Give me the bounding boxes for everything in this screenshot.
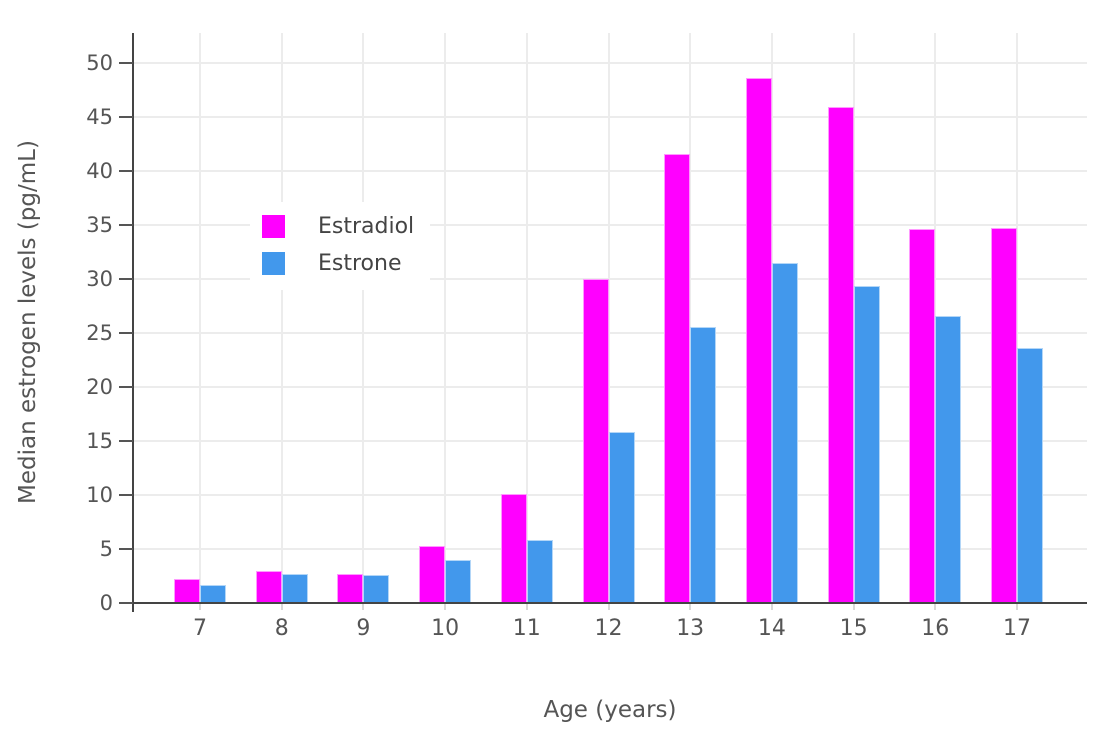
- x-tick-label-12: 12: [594, 616, 623, 641]
- y-tick-label-45: 45: [86, 105, 113, 130]
- y-tick-label-50: 50: [86, 51, 113, 76]
- x-axis-tick-15: [852, 604, 855, 610]
- y-tick-label-25: 25: [86, 321, 113, 346]
- y-axis-line: [132, 33, 134, 612]
- bar-estrone-age-15[interactable]: [853, 286, 880, 603]
- y-tick-label-10: 10: [86, 483, 113, 508]
- x-axis-tick-16: [934, 604, 937, 610]
- x-tick-label-10: 10: [431, 616, 460, 641]
- y-gridline-30: [133, 278, 1087, 281]
- x-gridline-10: [444, 33, 447, 603]
- y-gridline-20: [133, 386, 1087, 389]
- y-tick-label-0: 0: [99, 591, 113, 615]
- bar-estradiol-age-9[interactable]: [337, 574, 364, 603]
- legend-label-estrone: Estrone: [318, 251, 402, 276]
- plot-area: [133, 33, 1087, 603]
- x-axis-tick-7: [199, 604, 201, 610]
- legend: Estradiol Estrone: [250, 202, 431, 290]
- x-tick-label-13: 13: [676, 616, 705, 641]
- y-axis-tick-20: [119, 386, 133, 389]
- y-axis-tick-10: [119, 494, 133, 497]
- bar-estradiol-age-11[interactable]: [500, 494, 527, 603]
- x-gridline-12: [607, 33, 610, 603]
- x-tick-label-11: 11: [512, 616, 541, 641]
- y-axis-tick-40: [119, 170, 133, 173]
- y-axis-tick-5: [119, 548, 133, 551]
- x-axis-tick-11: [525, 604, 528, 610]
- x-axis-tick-9: [362, 604, 365, 610]
- estrone-swatch-icon: [262, 252, 285, 275]
- x-axis-line: [133, 602, 1087, 604]
- x-axis-tick-14: [770, 604, 773, 610]
- x-gridline-8: [280, 33, 283, 603]
- legend-item-estrone[interactable]: Estrone: [262, 245, 414, 282]
- x-axis-title: Age (years): [543, 697, 677, 723]
- y-gridline-35: [133, 224, 1087, 227]
- bar-estrone-age-8[interactable]: [281, 574, 308, 603]
- x-tick-label-9: 9: [356, 616, 371, 641]
- bar-estradiol-age-14[interactable]: [745, 78, 772, 603]
- bar-estradiol-age-7[interactable]: [174, 579, 200, 603]
- y-axis-tick-45: [119, 116, 133, 119]
- bar-estradiol-age-10[interactable]: [419, 546, 446, 603]
- x-gridline-17: [1016, 33, 1018, 603]
- bar-estradiol-age-17[interactable]: [991, 228, 1017, 603]
- y-gridline-45: [133, 116, 1087, 119]
- x-axis-tick-13: [689, 604, 692, 610]
- bar-estrone-age-10[interactable]: [445, 560, 472, 603]
- y-gridline-40: [133, 170, 1087, 173]
- bar-estrone-age-9[interactable]: [363, 575, 390, 603]
- y-axis-tick-30: [119, 278, 133, 281]
- x-tick-label-15: 15: [839, 616, 868, 641]
- bar-estradiol-age-8[interactable]: [255, 571, 282, 603]
- y-gridline-50: [133, 62, 1087, 65]
- y-axis-tick-50: [119, 62, 133, 65]
- x-gridline-7: [199, 33, 201, 603]
- legend-item-estradiol[interactable]: Estradiol: [262, 208, 414, 245]
- x-axis-tick-17: [1016, 604, 1018, 610]
- bar-estrone-age-14[interactable]: [771, 263, 798, 603]
- y-gridline-25: [133, 332, 1087, 335]
- x-gridline-11: [525, 33, 528, 603]
- x-tick-label-8: 8: [274, 616, 289, 641]
- y-tick-label-35: 35: [86, 213, 113, 238]
- y-tick-label-20: 20: [86, 375, 113, 400]
- estradiol-swatch-icon: [262, 215, 285, 238]
- legend-label-estradiol: Estradiol: [318, 214, 415, 239]
- bar-estradiol-age-16[interactable]: [909, 229, 936, 603]
- y-axis-tick-25: [119, 332, 133, 335]
- x-tick-label-14: 14: [757, 616, 786, 641]
- y-tick-label-40: 40: [86, 159, 113, 184]
- bar-estrone-age-16[interactable]: [935, 316, 962, 603]
- y-axis-tick-35: [119, 224, 133, 227]
- bar-estradiol-age-15[interactable]: [827, 107, 854, 603]
- x-tick-label-17: 17: [1003, 616, 1031, 641]
- x-tick-label-16: 16: [921, 616, 950, 641]
- x-axis-tick-10: [444, 604, 447, 610]
- bar-estradiol-age-12[interactable]: [582, 279, 609, 603]
- x-gridline-13: [689, 33, 692, 603]
- x-tick-label-7: 7: [193, 616, 207, 641]
- bar-estrone-age-12[interactable]: [608, 432, 635, 603]
- x-axis-tick-8: [280, 604, 283, 610]
- bar-estradiol-age-13[interactable]: [664, 154, 691, 603]
- y-tick-label-5: 5: [99, 537, 113, 562]
- bar-estrone-age-13[interactable]: [690, 327, 717, 603]
- x-gridline-9: [362, 33, 365, 603]
- bar-estrone-age-11[interactable]: [526, 540, 553, 603]
- y-tick-label-30: 30: [86, 267, 113, 292]
- bar-estrone-age-17[interactable]: [1017, 348, 1043, 603]
- bar-estrone-age-7[interactable]: [200, 585, 226, 603]
- y-tick-label-15: 15: [86, 429, 113, 454]
- y-axis-tick-0: [119, 602, 133, 604]
- y-axis-tick-15: [119, 440, 133, 443]
- x-axis-tick-12: [607, 604, 610, 610]
